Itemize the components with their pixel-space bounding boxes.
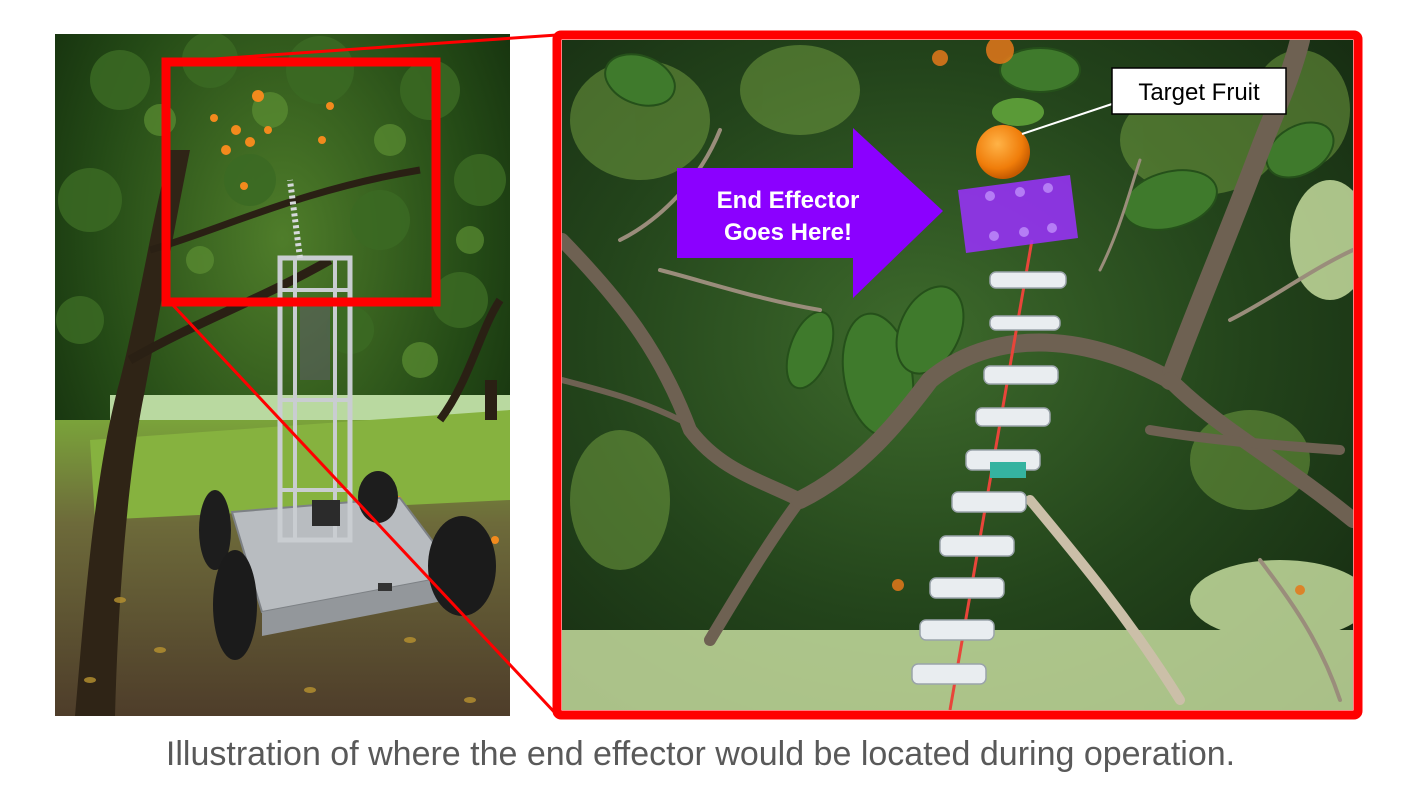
- zoom-photo: [562, 40, 1353, 710]
- target-fruit: [976, 98, 1044, 179]
- arrow-label-line1: End Effector: [717, 187, 860, 214]
- target-label: Target Fruit: [1111, 67, 1287, 115]
- end-effector-arrow: End Effector Goes Here!: [677, 128, 943, 298]
- left-photo: [55, 34, 510, 716]
- left-highlight-box: [161, 57, 441, 307]
- robot-cart: [199, 179, 496, 660]
- target-pointer-line: [1021, 103, 1113, 135]
- target-label-text: Target Fruit: [1138, 79, 1260, 106]
- zoom-frame: [552, 30, 1363, 720]
- connector-top: [169, 33, 558, 64]
- arrow-label-line2: Goes Here!: [724, 219, 852, 246]
- continuum-arm: [911, 239, 1067, 710]
- connector-bottom: [168, 300, 559, 717]
- caption: Illustration of where the end effector w…: [165, 735, 1236, 773]
